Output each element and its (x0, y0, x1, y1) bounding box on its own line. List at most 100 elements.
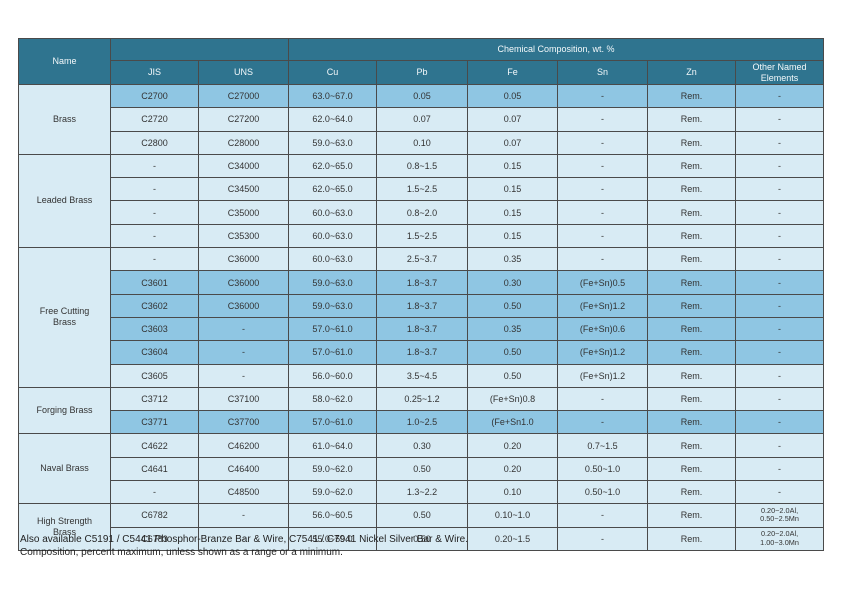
cell-other: - (734, 316, 825, 342)
cell-cu: 56.0~60.5 (288, 503, 377, 528)
cell-other: - (734, 247, 825, 272)
cell-other: 0.20~2.0Al, 1.00~3.0Mn (734, 526, 825, 551)
fe-column-header: Fe (467, 60, 558, 85)
cell-other: - (734, 130, 825, 155)
cell-jis: C4622 (110, 433, 199, 458)
cell-zn: Rem. (647, 200, 736, 225)
cell-pb: 0.30 (376, 433, 468, 458)
table-header: Name Chemical Composition, wt. % JIS UNS… (18, 38, 825, 85)
cell-uns: - (198, 316, 289, 342)
cell-zn: Rem. (647, 410, 736, 435)
cell-uns: C46200 (198, 433, 289, 458)
cell-fe: 0.50 (467, 293, 558, 318)
cell-uns: - (198, 503, 289, 528)
cell-uns: C37100 (198, 386, 289, 412)
cell-cu: 62.0~65.0 (288, 177, 377, 202)
table-row: - C48500 59.0~62.0 1.3~2.2 0.10 0.50~1.0 Rem. - (19, 480, 825, 505)
cell-other: - (734, 340, 825, 365)
cell-zn: Rem. (647, 223, 736, 249)
cell-pb: 1.8~3.7 (376, 293, 468, 318)
cu-column-header: Cu (288, 60, 377, 85)
table-row: Brass C2700 C27000 63.0~67.0 0.05 0.05- Rem. - (18, 83, 825, 155)
cell-cu: 60.0~63.0 (288, 200, 377, 225)
cell-jis: C3601 (110, 270, 199, 295)
cell-sn: 0.50~1.0 (557, 456, 648, 482)
cell-other: 0.20~2.0Al, 0.50~2.5Mn (734, 503, 825, 528)
cell-zn: Rem. (647, 177, 736, 202)
group-name-cell: High Strength Brass (18, 503, 111, 551)
cell-jis: C3602 (110, 293, 199, 318)
footer-note-availability: Also available C5191 / C5441 Phosphor-Br… (20, 534, 468, 545)
table-body: Brass C2700 C27000 63.0~67.0 0.05 0.05- Rem. - C… (18, 83, 825, 551)
cell-pb: 1.3~2.2 (376, 480, 468, 505)
cell-other: - (734, 83, 825, 109)
cell-cu: 57.0~61.0 (288, 410, 377, 435)
cell-pb: 3.5~4.5 (376, 363, 468, 388)
cell-uns: C34000 (198, 153, 289, 179)
cell-uns: - (198, 526, 289, 551)
cell-jis: - (110, 200, 199, 225)
cell-fe: 0.50 (467, 363, 558, 388)
cell-pb: 0.10 (376, 130, 468, 155)
cell-fe: 0.10~1.0 (467, 503, 558, 528)
jis-column-header: JIS (110, 60, 199, 85)
table-row: C3602 C36000 59.0~63.0 1.8~3.7 0.50 (Fe+Sn)1.… (19, 293, 825, 318)
cell-cu: 61.0~64.0 (288, 433, 377, 458)
cell-pb: 2.5~3.7 (376, 247, 468, 272)
cell-other: - (734, 293, 825, 318)
cell-jis: C6782 (110, 503, 199, 528)
cell-sn: - (557, 83, 648, 109)
cell-pb: 0.05 (376, 83, 468, 109)
cell-cu: 59.0~63.0 (288, 293, 377, 318)
cell-jis: - (110, 480, 199, 505)
cell-jis: C2700 (110, 83, 199, 109)
table-row: Forging Brass C3712 C37100 58.0~62.0 0.25~1.… (18, 386, 825, 435)
table-row: C3605-56.0~60.0 3.5~4.5 0.50 (Fe+Sn)1.2 Rem.… (19, 363, 825, 388)
cell-cu: 62.0~65.0 (288, 153, 377, 179)
table-row: - C35300 60.0~63.0 1.5~2.5 0.15- Rem. - (19, 223, 825, 249)
cell-cu: 57.0~61.0 (288, 316, 377, 342)
cell-pb: 0.50 (376, 503, 468, 528)
cell-fe: 0.15 (467, 177, 558, 202)
cell-zn: Rem. (647, 526, 736, 551)
cell-fe: 0.50 (467, 340, 558, 365)
cell-fe: 0.15 (467, 200, 558, 225)
cell-uns: C36000 (198, 247, 289, 272)
cell-zn: Rem. (647, 153, 736, 179)
cell-uns: C27200 (198, 107, 289, 132)
cell-zn: Rem. (647, 83, 736, 109)
cell-sn: - (557, 410, 648, 435)
cell-other: - (734, 200, 825, 225)
cell-jis: - (110, 153, 199, 179)
cell-uns: - (198, 363, 289, 388)
table-row: Free Cutting Brass - C36000 60.0~63.0 2.5~3.… (18, 247, 825, 388)
group-name-cell: Naval Brass (18, 433, 111, 505)
cell-cu: 59.0~62.0 (288, 480, 377, 505)
group-name-cell: Forging Brass (18, 386, 111, 435)
cell-pb: 0.07 (376, 107, 468, 132)
footer-note-composition: Composition, percent maximum, unless sho… (20, 547, 343, 559)
cell-sn: (Fe+Sn)1.2 (557, 363, 648, 388)
cell-cu: 60.0~63.0 (288, 247, 377, 272)
composition-table: Name Chemical Composition, wt. % JIS UNS… (18, 38, 825, 551)
cell-zn: Rem. (647, 107, 736, 132)
table-row: - C34500 62.0~65.0 1.5~2.5 0.15- Rem. - (19, 177, 825, 202)
cell-cu: 62.0~64.0 (288, 107, 377, 132)
cell-uns: C46400 (198, 456, 289, 482)
table-row: C6783-55.0~59.0 0.50 0.20~1.5- Rem. 0.20~2.0… (19, 526, 825, 551)
cell-cu: 60.0~63.0 (288, 223, 377, 249)
cell-cu: 59.0~63.0 (288, 270, 377, 295)
cell-fe: 0.15 (467, 223, 558, 249)
cell-fe: 0.20~1.5 (467, 526, 558, 551)
table-row: C2800 C28000 59.0~63.0 0.10 0.07- Rem. - (19, 130, 825, 155)
cell-sn: - (557, 223, 648, 249)
cell-fe: 0.20 (467, 456, 558, 482)
chemical-composition-header: Chemical Composition, wt. % (287, 38, 825, 61)
table-row: C3771 C37700 57.0~61.0 1.0~2.5 (Fe+Sn1.0- Rem… (19, 410, 825, 435)
cell-pb: 1.8~3.7 (376, 340, 468, 365)
cell-other: - (734, 107, 825, 132)
cell-fe: 0.20 (467, 433, 558, 458)
cell-fe: (Fe+Sn1.0 (467, 410, 558, 435)
cell-jis: - (110, 223, 199, 249)
cell-jis: C3603 (110, 316, 199, 342)
